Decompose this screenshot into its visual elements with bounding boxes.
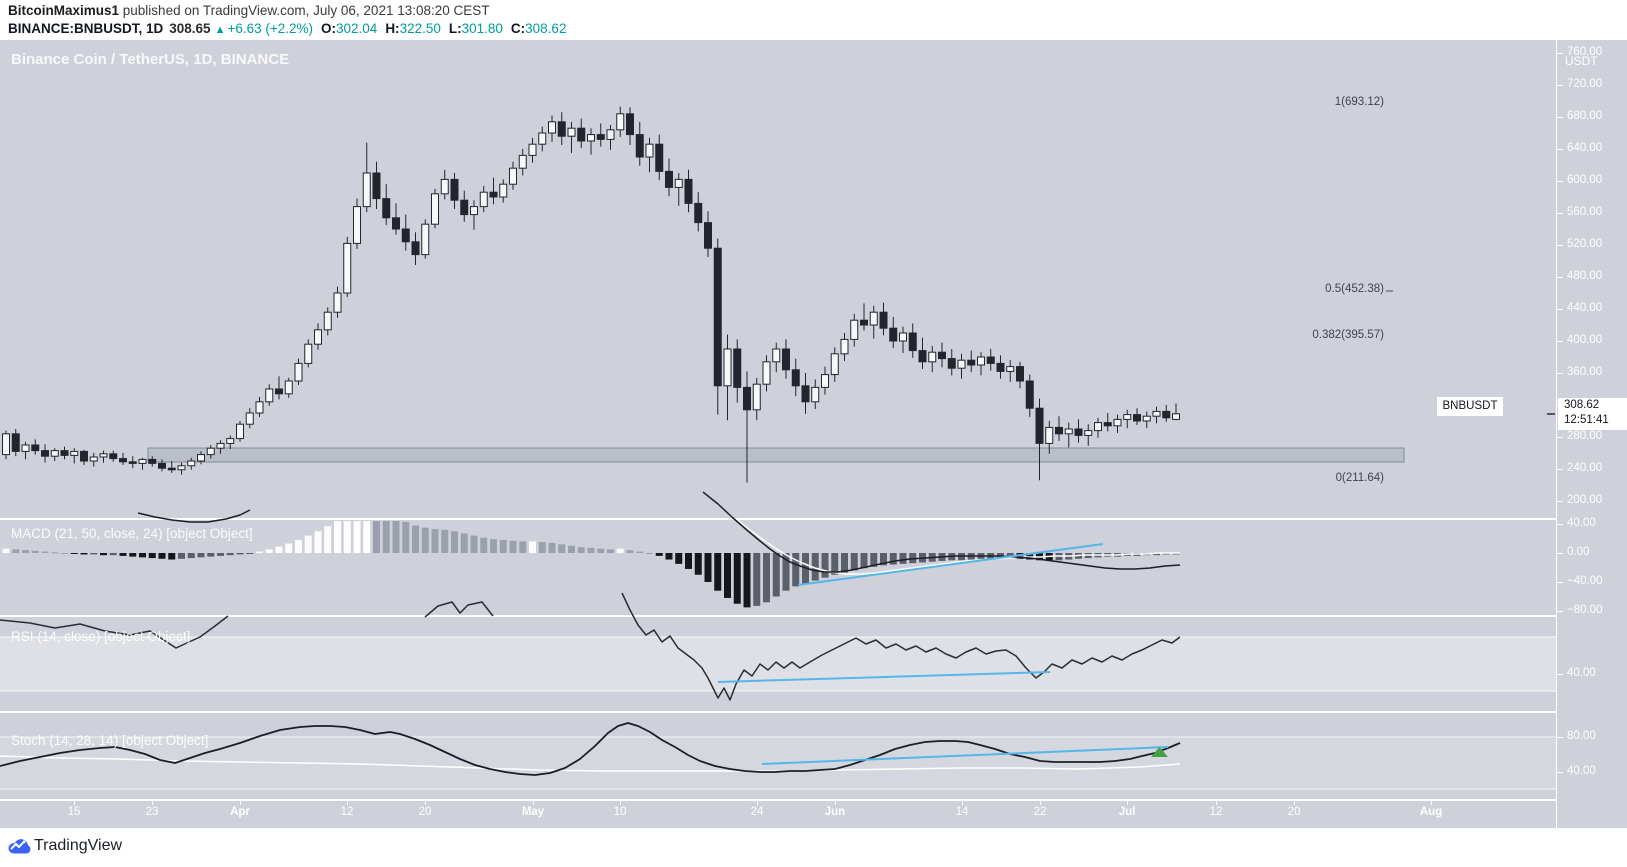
macd-tick: −40.00 (1557, 575, 1627, 589)
time-tick (1127, 800, 1128, 805)
time-tick (152, 800, 153, 805)
time-label: 20 (418, 806, 432, 818)
time-label: 23 (145, 806, 159, 818)
price-tick: 760.00 (1557, 46, 1627, 60)
author-name[interactable]: BitcoinMaximus1 (8, 3, 120, 18)
tradingview-logo-icon[interactable] (6, 836, 32, 858)
time-axis[interactable]: 15 23 Apr 12 20 May 10 24 Jun 14 22 Jul 12 20 Aug (0, 800, 1556, 828)
time-label: Jul (1118, 806, 1136, 818)
last-price: 308.65 (169, 21, 211, 36)
last-price-flag: 308.62 12:51:41 (1558, 398, 1627, 430)
time-tick (347, 800, 348, 805)
footer: TradingView (0, 828, 1627, 867)
time-label: 10 (613, 806, 627, 818)
time-tick (1216, 800, 1217, 805)
time-label: 12 (1209, 806, 1223, 818)
time-label: 20 (1287, 806, 1301, 818)
price-tick: 200.00 (1557, 494, 1627, 508)
time-tick (757, 800, 758, 805)
time-tick (240, 800, 241, 805)
time-label: Jun (824, 806, 846, 818)
price-tick: 520.00 (1557, 238, 1627, 252)
price-tick: 400.00 (1557, 334, 1627, 348)
flag-price: 308.62 (1564, 399, 1600, 411)
brand-name[interactable]: TradingView (34, 837, 123, 854)
time-tick (1040, 800, 1041, 805)
price-change: +6.63 (+2.2%) (227, 21, 314, 36)
low-value: 301.80 (461, 21, 503, 36)
up-arrow-icon: ▲ (214, 24, 226, 36)
time-tick (1431, 800, 1432, 805)
time-label: 15 (67, 806, 81, 818)
stoch-tick: 80.00 (1557, 730, 1627, 744)
price-tick: 360.00 (1557, 366, 1627, 380)
macd-tick: 40.00 (1557, 517, 1627, 531)
chart-region: Binance Coin / TetherUS, 1D, BINANCE MAC… (0, 40, 1627, 828)
fib-level-label: 0(211.64) (1335, 472, 1384, 484)
macd-tick: 0.00 (1557, 546, 1627, 560)
price-tick: 480.00 (1557, 270, 1627, 284)
time-tick (835, 800, 836, 805)
price-tick: 640.00 (1557, 142, 1627, 156)
fib-level-label: 0.5(452.38) (1325, 283, 1384, 295)
price-tick: 720.00 (1557, 78, 1627, 92)
time-label: 22 (1033, 806, 1047, 818)
publish-info: published on TradingView.com, July 06, 2… (119, 3, 490, 18)
price-tick: 280.00 (1557, 430, 1627, 444)
price-tick: 680.00 (1557, 110, 1627, 124)
flag-countdown: 12:51:41 (1564, 414, 1609, 426)
time-label: Apr (230, 806, 250, 818)
open-value: 302.04 (336, 21, 378, 36)
time-tick (74, 800, 75, 805)
symbol-price-flag: BNBUSDT (1437, 397, 1503, 416)
time-label: Aug (1419, 806, 1443, 818)
time-tick (620, 800, 621, 805)
publish-header: BitcoinMaximus1 published on TradingView… (0, 0, 1627, 40)
close-label: C: (510, 21, 526, 36)
symbol-title[interactable]: BINANCE:BNBUSDT, 1D (8, 21, 164, 36)
price-tick: 560.00 (1557, 206, 1627, 220)
time-label: 12 (340, 806, 354, 818)
symbol-line: BINANCE:BNBUSDT, 1D 308.65 ▲ +6.63 (+2.2%) O… (8, 21, 566, 36)
stoch-tick: 40.00 (1557, 765, 1627, 779)
time-label: 14 (955, 806, 969, 818)
time-tick (425, 800, 426, 805)
publish-line: BitcoinMaximus1 published on TradingView… (8, 3, 490, 18)
open-label: O: (321, 21, 337, 36)
price-chart-canvas[interactable] (0, 40, 1556, 828)
time-tick (1294, 800, 1295, 805)
price-tick: 600.00 (1557, 174, 1627, 188)
time-label: May (521, 806, 545, 818)
fib-level-label: 0.382(395.57) (1312, 329, 1384, 341)
time-label: 24 (750, 806, 764, 818)
currency-label: USDT (1565, 54, 1598, 68)
fib-level-label: 1(693.12) (1334, 96, 1384, 108)
price-axis[interactable]: 760.00 720.00 680.00 640.00 600.00 560.00 520.… (1556, 40, 1627, 828)
time-tick (962, 800, 963, 805)
low-label: L: (448, 21, 462, 36)
macd-tick: −80.00 (1557, 604, 1627, 618)
price-tick: 440.00 (1557, 302, 1627, 316)
close-value: 308.62 (525, 21, 567, 36)
time-tick (533, 800, 534, 805)
high-value: 322.50 (399, 21, 441, 36)
rsi-tick: 40.00 (1557, 667, 1627, 681)
price-tick: 240.00 (1557, 462, 1627, 476)
high-label: H: (385, 21, 400, 36)
